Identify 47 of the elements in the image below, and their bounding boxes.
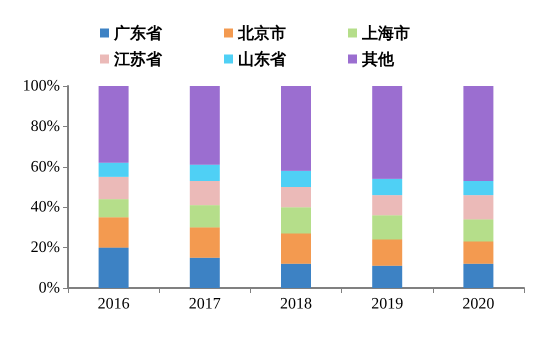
x-tick-label: 2019 — [371, 296, 404, 312]
bar — [281, 170, 311, 187]
bar — [98, 199, 129, 218]
y-tick-label: 80% — [30, 118, 60, 135]
bar — [98, 176, 129, 200]
x-tick-label: 2020 — [462, 296, 494, 312]
bar — [98, 86, 129, 163]
bar — [190, 227, 220, 258]
legend-label: 广东省 — [113, 24, 163, 42]
bar — [463, 195, 494, 220]
bar — [98, 162, 129, 177]
y-tick-label: 40% — [30, 198, 60, 216]
bar — [463, 219, 494, 242]
bar — [281, 207, 311, 234]
bar — [372, 86, 402, 179]
bar — [463, 86, 494, 181]
bar — [281, 86, 311, 171]
bar — [190, 258, 220, 288]
bar — [98, 217, 129, 248]
bar — [372, 178, 402, 196]
bar — [463, 264, 494, 288]
bar — [190, 86, 220, 165]
legend-label: 上海市 — [361, 24, 410, 42]
y-tick-label: 0% — [38, 280, 60, 296]
bar — [190, 164, 220, 181]
legend-label: 北京市 — [237, 24, 286, 42]
bar — [98, 248, 129, 288]
bar — [281, 187, 311, 208]
y-tick-label: 100% — [22, 78, 60, 94]
legend-label: 山东省 — [238, 50, 287, 68]
y-tick-label: 60% — [30, 158, 60, 176]
bar — [281, 233, 311, 264]
bar — [190, 205, 220, 228]
legend-label: 其他 — [361, 50, 395, 68]
x-tick-label: 2016 — [98, 296, 130, 312]
bar — [372, 195, 402, 216]
bar — [463, 180, 494, 196]
bar — [190, 180, 220, 206]
bar — [372, 215, 402, 240]
y-tick-label: 20% — [30, 239, 60, 256]
x-tick-label: 2017 — [188, 296, 221, 312]
x-tick-label: 2018 — [280, 296, 312, 312]
bar — [372, 266, 402, 288]
bar — [281, 264, 311, 288]
legend-label: 江苏省 — [113, 50, 163, 68]
bar — [463, 242, 494, 264]
bar — [372, 240, 402, 266]
